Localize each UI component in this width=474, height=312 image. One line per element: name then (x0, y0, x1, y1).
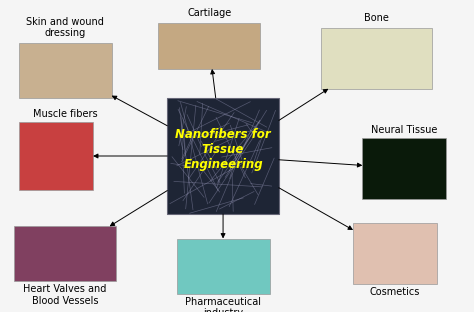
Text: Cartilage: Cartilage (187, 8, 231, 18)
Text: Bone: Bone (364, 13, 389, 23)
Bar (18, 43, 111, 98)
Bar (363, 138, 446, 199)
Text: Muscle fibers: Muscle fibers (33, 109, 98, 119)
Text: Heart Valves and
Blood Vessels: Heart Valves and Blood Vessels (23, 285, 107, 306)
Bar (158, 23, 260, 69)
Bar (167, 98, 279, 214)
Bar (353, 223, 437, 285)
Bar (320, 27, 432, 89)
Bar (177, 239, 270, 294)
Text: Neural Tissue: Neural Tissue (371, 124, 438, 134)
Text: Nanofibers for
Tissue
Engineering: Nanofibers for Tissue Engineering (175, 128, 271, 171)
Bar (14, 226, 116, 281)
Text: Cosmetics: Cosmetics (370, 287, 420, 297)
Bar (18, 122, 93, 190)
Text: Skin and wound
dressing: Skin and wound dressing (26, 17, 104, 38)
Text: Pharmaceutical
industry: Pharmaceutical industry (185, 297, 261, 312)
